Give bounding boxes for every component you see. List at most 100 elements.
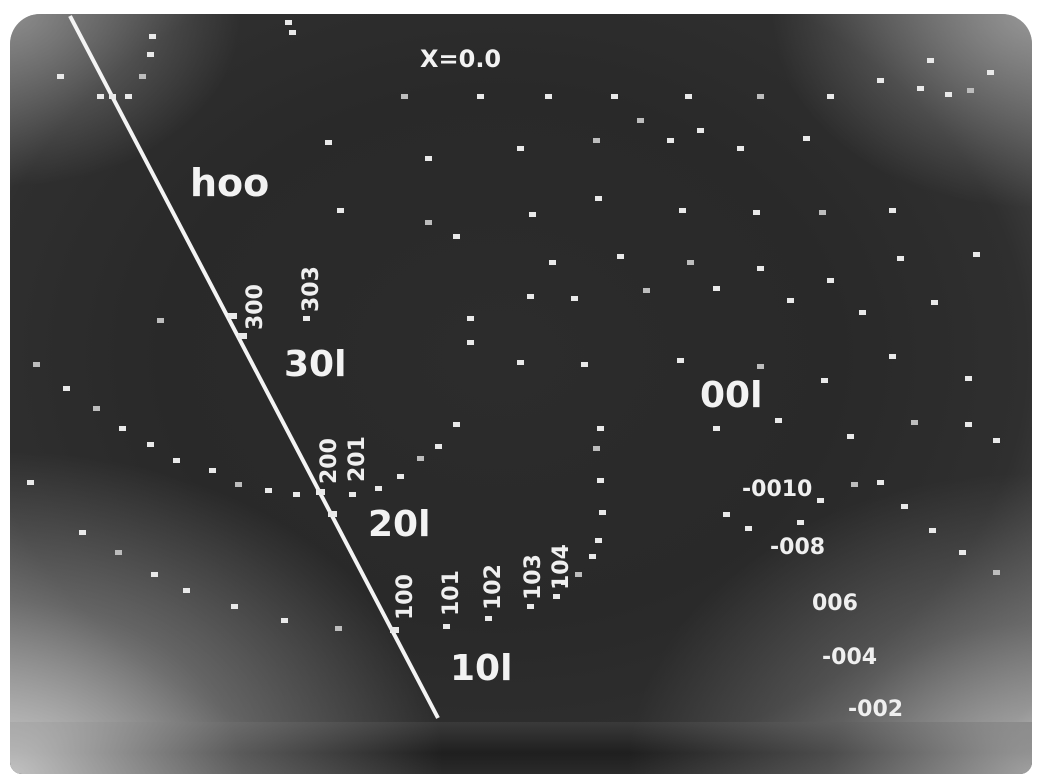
diffraction-spot: [375, 486, 382, 491]
diffraction-spot: [911, 420, 918, 425]
diffraction-spot: [595, 196, 602, 201]
diffraction-spot: [775, 418, 782, 423]
diffraction-spot: [337, 208, 344, 213]
diffraction-spot: [453, 422, 460, 427]
diffraction-spot: [157, 318, 164, 323]
axis-spot: [390, 627, 399, 633]
diffraction-spot: [967, 88, 974, 93]
diffraction-spots: [27, 20, 1000, 633]
reflection-300: 300: [243, 284, 268, 330]
reflection-103: 103: [521, 554, 546, 600]
diffraction-spot: [125, 94, 132, 99]
diffraction-spot: [617, 254, 624, 259]
diffraction-spot: [697, 128, 704, 133]
axis-spot: [238, 333, 247, 339]
diffraction-spot: [917, 86, 924, 91]
diffraction-spot: [595, 538, 602, 543]
diffraction-spot: [859, 310, 866, 315]
chi-label: X=0.0: [420, 45, 501, 73]
reflection-101: 101: [439, 570, 464, 616]
diffraction-spot: [637, 118, 644, 123]
diffraction-spot: [325, 140, 332, 145]
diffraction-spot: [265, 488, 272, 493]
diffraction-spot: [993, 570, 1000, 575]
diffraction-spot: [757, 364, 764, 369]
reflection-100: 100: [393, 574, 418, 620]
diffraction-spot: [987, 70, 994, 75]
diffraction-spot: [467, 316, 474, 321]
diffraction-spot: [517, 146, 524, 151]
row-30l-label: 30l: [284, 344, 346, 385]
reflection-002: -002: [848, 697, 903, 722]
diffraction-spot: [723, 512, 730, 517]
diffraction-spot: [397, 474, 404, 479]
diffraction-spot: [183, 588, 190, 593]
diffraction-spot: [945, 92, 952, 97]
diffraction-spot: [97, 94, 104, 99]
diffraction-spot: [993, 438, 1000, 443]
diffraction-spot: [231, 604, 238, 609]
diffraction-spot: [527, 294, 534, 299]
diffraction-spot: [687, 260, 694, 265]
diffraction-spot: [425, 220, 432, 225]
reflection-303: 303: [299, 266, 324, 312]
diffraction-spot: [959, 550, 966, 555]
diffraction-spot: [425, 156, 432, 161]
diffraction-spot: [553, 594, 560, 599]
diffraction-spot: [453, 234, 460, 239]
diffraction-spot: [679, 208, 686, 213]
diffraction-spot: [889, 354, 896, 359]
diffraction-spot: [281, 618, 288, 623]
reflection-104: 104: [549, 544, 574, 590]
diffraction-spot: [757, 266, 764, 271]
diffraction-spot: [109, 94, 116, 99]
diffraction-spot: [797, 520, 804, 525]
diffraction-spot: [965, 422, 972, 427]
diffraction-spot: [417, 456, 424, 461]
diffraction-spot: [597, 426, 604, 431]
diffraction-spot: [149, 34, 156, 39]
diffraction-spot: [561, 580, 568, 585]
diffraction-spot: [575, 572, 582, 577]
diffraction-spot: [571, 296, 578, 301]
axis-spot: [228, 313, 237, 319]
diffraction-spot: [877, 78, 884, 83]
diffraction-spot: [173, 458, 180, 463]
diffraction-spot: [599, 510, 606, 515]
reflection-102: 102: [481, 564, 506, 610]
diffraction-spot: [115, 550, 122, 555]
reflection-004: -004: [822, 645, 877, 670]
diffraction-spot: [817, 498, 824, 503]
reflection-200: 200: [317, 438, 342, 484]
row-10l-label: 10l: [450, 648, 512, 689]
diffraction-spot: [821, 378, 828, 383]
reflection-0010: -0010: [742, 477, 812, 502]
diffraction-spot: [713, 286, 720, 291]
diffraction-spot: [901, 504, 908, 509]
h00-label: hoo: [190, 161, 269, 205]
diffraction-spot: [79, 530, 86, 535]
diffraction-spot: [889, 208, 896, 213]
diffraction-spot: [33, 362, 40, 367]
diffraction-spot: [803, 136, 810, 141]
diffraction-spot: [753, 210, 760, 215]
diffraction-spot: [477, 94, 484, 99]
diffraction-spot: [63, 386, 70, 391]
h00-axis-line: [68, 15, 440, 719]
diffraction-spot: [401, 94, 408, 99]
diffraction-spot: [589, 554, 596, 559]
diffraction-spot: [851, 482, 858, 487]
reflection-201: 201: [345, 436, 370, 482]
diffraction-spot: [973, 252, 980, 257]
diffraction-spot: [593, 446, 600, 451]
diffraction-spot: [597, 478, 604, 483]
diffraction-spot: [235, 482, 242, 487]
diffraction-spot: [27, 480, 34, 485]
diffraction-spot: [847, 434, 854, 439]
diffraction-spot: [285, 20, 292, 25]
diffraction-spot: [685, 94, 692, 99]
reflection-006: 006: [812, 591, 858, 616]
diffraction-spot: [667, 138, 674, 143]
diffraction-spot: [929, 528, 936, 533]
